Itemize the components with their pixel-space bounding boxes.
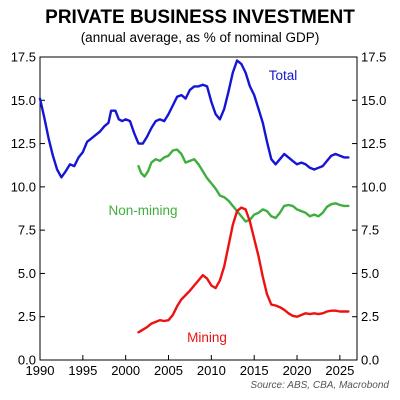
y-tick-label-left: 10.0	[11, 179, 36, 194]
y-tick-label-right: 10.0	[361, 179, 386, 194]
left-axis: 0.0 2.5 5.0 7.5 10.0 12.5 15.0 17.5	[11, 50, 45, 368]
y-tick-label-right: 0.0	[361, 353, 379, 368]
chart-subtitle: (annual average, as % of nominal GDP)	[81, 30, 320, 45]
y-tick-label-right: 17.5	[361, 50, 386, 65]
source-note: Source: ABS, CBA, Macrobond	[250, 380, 389, 391]
right-axis: 0.0 2.5 5.0 7.5 10.0 12.5 15.0 17.5	[352, 50, 386, 368]
series-line-mining	[137, 206, 350, 334]
y-tick-label-right: 15.0	[361, 93, 386, 108]
series-label-total: Total	[269, 68, 298, 83]
y-tick-label-left: 17.5	[11, 50, 36, 65]
chart-title: PRIVATE BUSINESS INVESTMENT	[45, 7, 355, 28]
x-tick-label: 2010	[197, 363, 226, 378]
y-tick-label-left: 15.0	[11, 93, 36, 108]
plot-frame	[39, 56, 358, 361]
x-tick-label: 2005	[154, 363, 183, 378]
y-tick-label-right: 5.0	[361, 266, 379, 281]
x-tick-label: 1990	[26, 363, 55, 378]
x-tick-label: 2000	[111, 363, 140, 378]
series-label-mining: Mining	[187, 330, 227, 345]
y-tick-label-left: 0.0	[18, 353, 36, 368]
y-tick-label-left: 12.5	[11, 136, 36, 151]
x-axis: 1990 1995 2000 2005 2010 2015 2020 2025	[26, 355, 354, 378]
x-tick-label: 2025	[325, 363, 354, 378]
y-tick-label-right: 7.5	[361, 223, 379, 238]
y-tick-label-left: 5.0	[18, 266, 36, 281]
y-tick-label-right: 2.5	[361, 309, 379, 324]
x-tick-label: 1995	[68, 363, 97, 378]
series-line-non-mining	[137, 148, 350, 223]
series-line-total	[38, 59, 350, 179]
y-tick-label-right: 12.5	[361, 136, 386, 151]
y-tick-label-left: 2.5	[18, 309, 36, 324]
series-lines	[38, 59, 350, 334]
x-tick-label: 2015	[240, 363, 269, 378]
y-tick-label-left: 7.5	[18, 223, 36, 238]
series-label-non-mining: Non-mining	[108, 203, 177, 218]
x-tick-label: 2020	[283, 363, 312, 378]
